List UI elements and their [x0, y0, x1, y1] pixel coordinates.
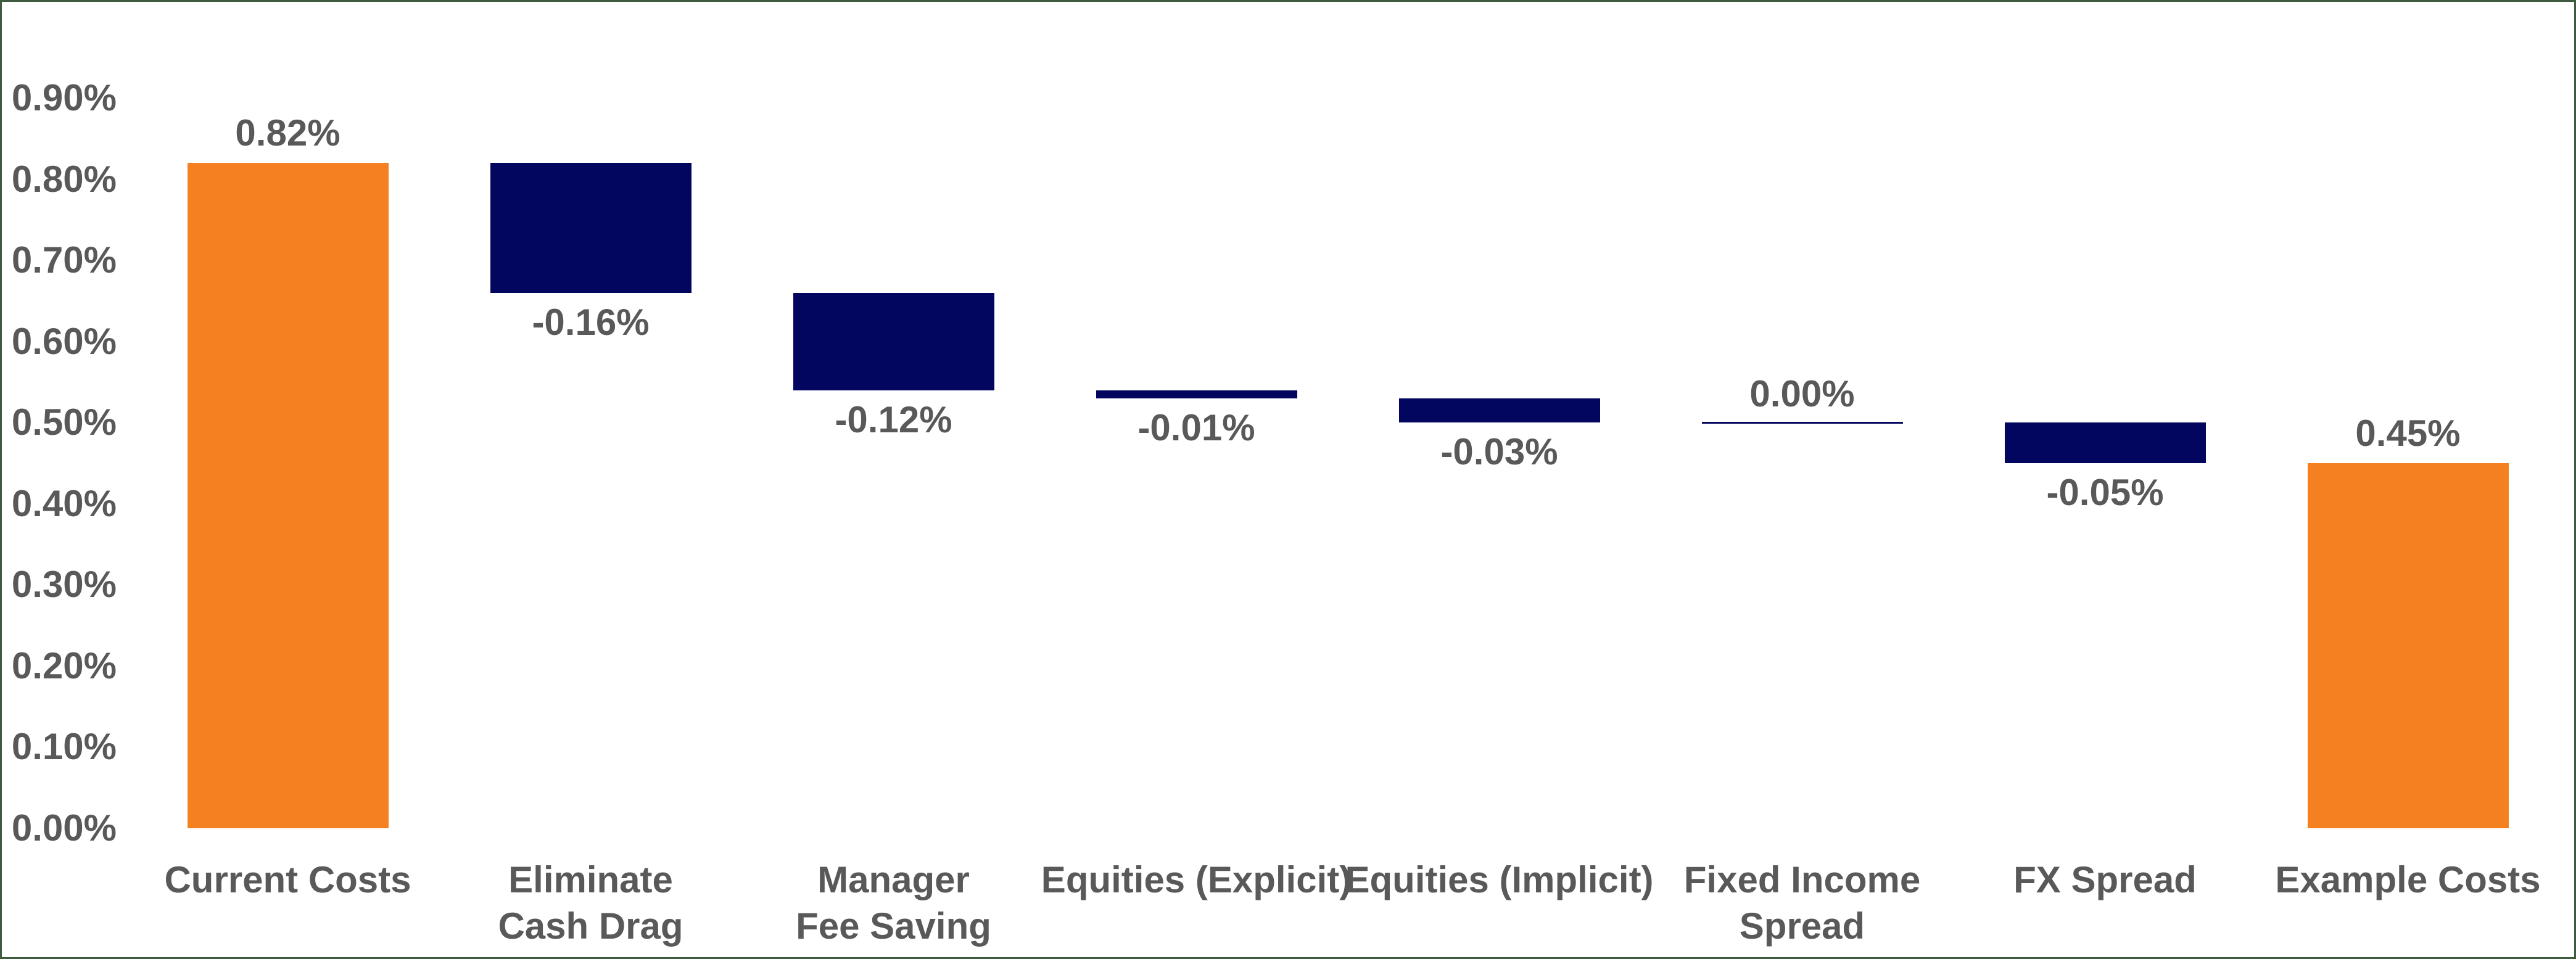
y-axis-tick-label: 0.90% [11, 77, 117, 118]
y-axis-tick-label: 0.10% [11, 726, 117, 768]
bar-value-label: 0.00% [1749, 373, 1855, 415]
y-axis-tick-label: 0.60% [11, 320, 117, 362]
category-label-line: Current Costs [164, 859, 411, 900]
category-label-line: Manager [817, 859, 970, 900]
bar-value-label: -0.12% [835, 398, 952, 440]
total-bar [2307, 463, 2509, 828]
decrease-bar [1398, 398, 1600, 423]
category-label: Manager Fee Saving [742, 857, 1045, 949]
y-axis-tick-label: 0.80% [11, 158, 117, 200]
category-label: Current Costs [136, 857, 439, 903]
bar-value-label: -0.01% [1137, 406, 1255, 448]
decrease-bar [490, 163, 691, 293]
zero-value-bar [1701, 421, 1903, 424]
category-label-line: Eliminate [508, 859, 673, 900]
category-label: FX Spread [1954, 857, 2256, 903]
total-bar [187, 163, 389, 828]
y-axis-tick-label: 0.50% [11, 401, 117, 443]
decrease-bar [793, 292, 994, 390]
decrease-bar [2004, 422, 2206, 463]
y-axis-tick-label: 0.20% [11, 644, 117, 686]
category-label-line: Fee Saving [796, 905, 991, 947]
decrease-bar [1096, 390, 1297, 398]
y-axis-tick-label: 0.70% [11, 239, 117, 281]
category-label-line: Cash Drag [498, 905, 683, 947]
category-label-line: Example Costs [2275, 859, 2541, 900]
bar-value-label: 0.45% [2355, 413, 2461, 454]
bar-value-label: -0.05% [2046, 472, 2164, 513]
bar-value-label: -0.16% [532, 301, 650, 343]
category-label: Fixed Income Spread [1651, 857, 1954, 949]
category-label: Equities (Explicit) [1041, 857, 1352, 903]
category-label-line: FX Spread [2013, 859, 2197, 900]
bar-value-label: 0.82% [235, 112, 341, 154]
category-label-line: Equities (Implicit) [1345, 859, 1654, 900]
category-label: Eliminate Cash Drag [439, 857, 742, 949]
y-axis-tick-label: 0.00% [11, 807, 117, 849]
category-label-line: Equities (Explicit) [1041, 859, 1352, 900]
category-label-line: Spread [1739, 905, 1865, 947]
bar-value-label: -0.03% [1440, 431, 1558, 473]
category-label: Equities (Implicit) [1345, 857, 1654, 903]
y-axis-tick-label: 0.40% [11, 482, 117, 524]
y-axis-tick-label: 0.30% [11, 564, 117, 606]
category-label: Example Costs [2256, 857, 2559, 903]
category-label-line: Fixed Income [1683, 859, 1921, 900]
